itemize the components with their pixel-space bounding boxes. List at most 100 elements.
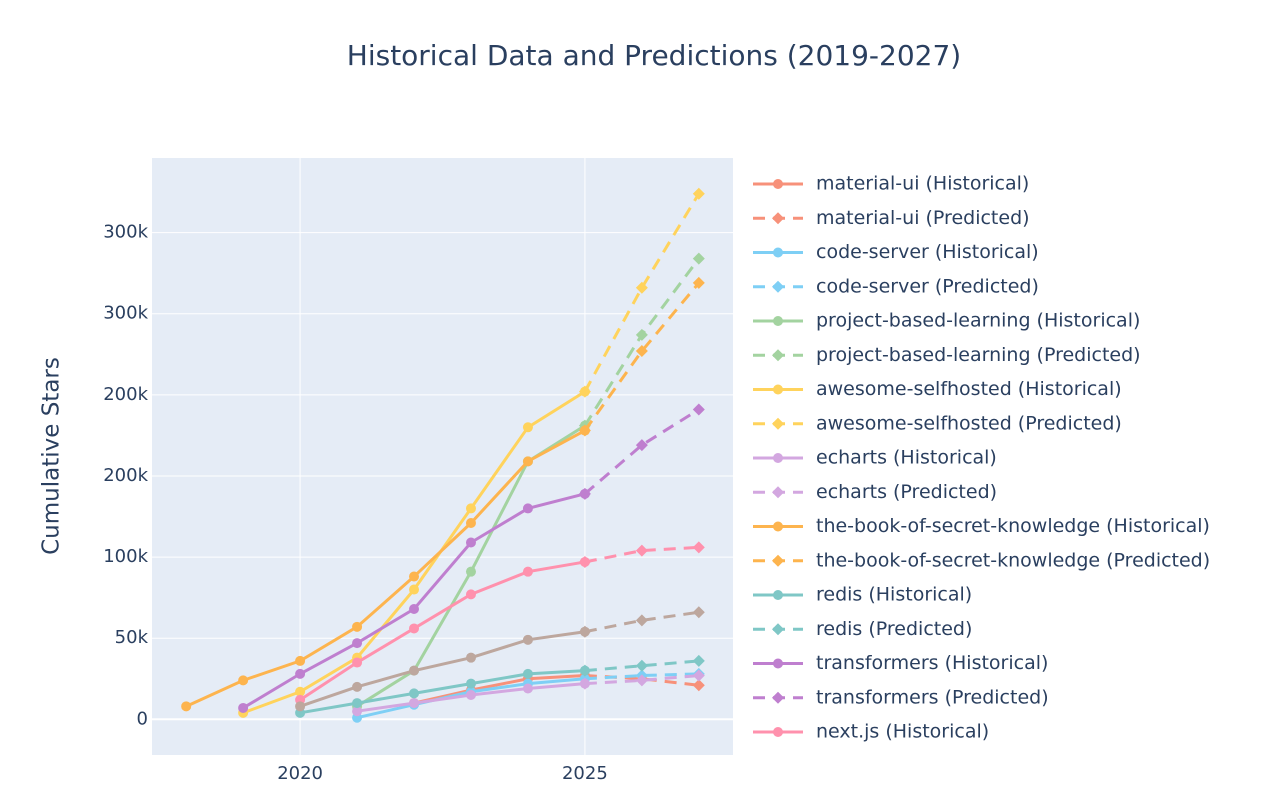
x-tick-label: 2025 xyxy=(562,763,608,784)
series xyxy=(578,403,705,500)
marker xyxy=(465,589,476,600)
series-line xyxy=(185,429,586,708)
marker xyxy=(773,453,783,463)
plot-area xyxy=(152,158,733,755)
marker xyxy=(772,212,784,225)
marker xyxy=(692,252,705,265)
marker xyxy=(772,486,784,499)
marker xyxy=(692,541,705,554)
marker xyxy=(773,384,783,395)
marker xyxy=(295,701,306,712)
x-tick-label: 2020 xyxy=(277,763,323,784)
legend-item: the-book-of-secret-knowledge (Predicted) xyxy=(753,549,1210,571)
marker xyxy=(635,281,648,294)
series-line xyxy=(299,560,586,702)
marker xyxy=(773,247,783,258)
series xyxy=(578,606,705,638)
legend-label: transformers (Historical) xyxy=(816,652,1048,674)
marker xyxy=(578,664,591,677)
legend-item: transformers (Predicted) xyxy=(753,686,1049,708)
marker xyxy=(522,634,533,645)
marker xyxy=(773,521,783,532)
marker xyxy=(692,669,705,682)
marker xyxy=(773,590,783,600)
legend-label: project-based-learning (Predicted) xyxy=(816,344,1141,366)
marker xyxy=(352,621,363,632)
series xyxy=(578,541,705,568)
legend-label: code-server (Predicted) xyxy=(816,275,1039,297)
marker xyxy=(635,439,648,452)
legend-label: next.js (Historical) xyxy=(816,721,989,743)
legend-label: code-server (Historical) xyxy=(816,241,1039,263)
marker xyxy=(465,537,476,548)
marker xyxy=(578,385,591,398)
marker xyxy=(773,316,783,326)
series-line xyxy=(583,192,701,393)
marker xyxy=(635,544,648,557)
marker xyxy=(352,706,363,717)
y-tick-label: 300k xyxy=(103,303,148,324)
marker xyxy=(295,668,306,679)
marker xyxy=(409,584,420,595)
legend-label: echarts (Historical) xyxy=(816,447,997,469)
legend-item: awesome-selfhosted (Historical) xyxy=(753,378,1122,400)
series xyxy=(238,386,590,718)
marker xyxy=(409,688,420,699)
marker xyxy=(352,681,363,692)
legend-item: redis (Predicted) xyxy=(753,618,972,640)
marker xyxy=(465,678,476,689)
marker xyxy=(465,652,476,663)
y-axis-title: Cumulative Stars xyxy=(39,357,65,555)
legend-label: transformers (Predicted) xyxy=(816,686,1049,708)
marker xyxy=(522,683,533,694)
legend-item: transformers (Historical) xyxy=(753,652,1048,674)
legend-item: project-based-learning (Historical) xyxy=(753,310,1140,332)
marker xyxy=(635,328,648,341)
marker xyxy=(352,698,363,709)
marker xyxy=(238,675,249,686)
marker xyxy=(772,554,784,567)
marker xyxy=(522,503,533,514)
series xyxy=(578,654,705,677)
marker xyxy=(578,424,591,437)
legend-label: material-ui (Historical) xyxy=(816,173,1029,195)
series xyxy=(352,678,590,717)
marker xyxy=(409,698,420,709)
series-line xyxy=(583,408,700,495)
chart-title: Historical Data and Predictions (2019-20… xyxy=(347,39,961,72)
legend-label: redis (Historical) xyxy=(816,584,972,606)
legend-item: echarts (Predicted) xyxy=(753,481,997,503)
legend-item: material-ui (Historical) xyxy=(753,173,1029,195)
legend-item: the-book-of-secret-knowledge (Historical… xyxy=(753,515,1210,537)
marker xyxy=(773,658,783,669)
series xyxy=(578,187,705,398)
marker xyxy=(181,701,192,712)
marker xyxy=(295,655,306,666)
marker xyxy=(352,657,363,668)
marker xyxy=(772,349,784,362)
legend-label: redis (Predicted) xyxy=(816,618,972,640)
marker xyxy=(465,566,476,577)
marker xyxy=(465,503,476,514)
marker xyxy=(409,665,420,676)
marker xyxy=(352,638,363,649)
legend-item: redis (Historical) xyxy=(753,584,972,606)
marker xyxy=(522,422,533,433)
series-line xyxy=(413,674,585,705)
marker xyxy=(692,654,705,667)
marker xyxy=(578,487,591,500)
marker xyxy=(578,625,591,638)
marker xyxy=(635,345,648,358)
legend-item: next.js (Historical) xyxy=(753,721,989,743)
legend-item: awesome-selfhosted (Predicted) xyxy=(753,412,1122,434)
marker xyxy=(465,518,476,529)
marker xyxy=(465,689,476,700)
marker xyxy=(773,727,783,737)
legend-item: project-based-learning (Predicted) xyxy=(753,344,1141,366)
marker xyxy=(772,280,784,293)
marker xyxy=(238,702,249,713)
series-line xyxy=(299,669,585,715)
y-tick-label: 200k xyxy=(103,384,148,405)
